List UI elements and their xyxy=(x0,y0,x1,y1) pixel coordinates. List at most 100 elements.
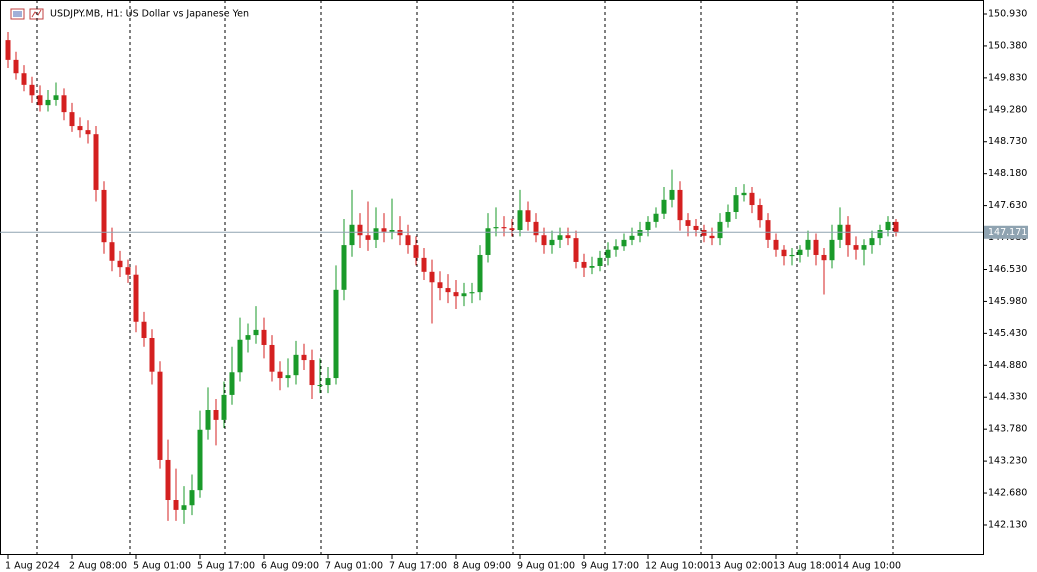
x-tick-label: 8 Aug 09:00 xyxy=(453,561,511,572)
candle-body xyxy=(309,360,315,386)
candle-body xyxy=(373,228,379,240)
candle-body xyxy=(197,429,203,491)
candle-body xyxy=(205,410,211,430)
candle-body xyxy=(797,249,803,255)
x-tick-label: 6 Aug 09:00 xyxy=(261,561,319,572)
candle-body xyxy=(885,221,891,231)
candle-body xyxy=(789,254,795,257)
x-tick-label: 13 Aug 18:00 xyxy=(773,561,837,572)
candle-body xyxy=(269,344,275,372)
candle-body xyxy=(669,189,675,200)
candle-body xyxy=(597,257,603,267)
candle-body xyxy=(829,239,835,261)
candle-body xyxy=(701,230,707,236)
candle-body xyxy=(749,192,755,206)
candle-body xyxy=(141,321,147,339)
candle-body xyxy=(125,267,131,275)
candle-body xyxy=(181,505,187,510)
candle-body xyxy=(813,239,819,255)
candle-body xyxy=(173,500,179,510)
candle-body xyxy=(77,126,83,131)
candle-body xyxy=(133,274,139,322)
candle-body xyxy=(765,220,771,240)
candle-body xyxy=(781,249,787,257)
candle-body xyxy=(637,230,643,236)
candle-body xyxy=(157,371,163,460)
candle-body xyxy=(629,235,635,240)
candle-body xyxy=(821,254,827,261)
candle-body xyxy=(517,210,523,231)
candle-body xyxy=(685,220,691,226)
y-tick-label: 145.980 xyxy=(988,296,1027,307)
y-tick-label: 144.330 xyxy=(988,392,1027,403)
y-tick-label: 144.880 xyxy=(988,360,1027,371)
candle-body xyxy=(805,239,811,250)
x-tick-label: 5 Aug 01:00 xyxy=(133,561,191,572)
candle-body xyxy=(229,372,235,395)
candle-body xyxy=(381,228,387,232)
candle-body xyxy=(525,210,531,222)
candle-body xyxy=(365,235,371,240)
candle-body xyxy=(421,257,427,272)
candle-body xyxy=(317,385,323,387)
candle-body xyxy=(405,235,411,246)
candle-body xyxy=(501,227,507,229)
candle-body xyxy=(85,130,91,135)
x-tick-label: 2 Aug 08:00 xyxy=(69,561,127,572)
candle-body xyxy=(741,192,747,196)
candle-body xyxy=(509,228,515,231)
candle-body xyxy=(469,292,475,294)
price-label: 147.171 xyxy=(988,227,1027,238)
x-tick-label: 13 Aug 02:00 xyxy=(709,561,773,572)
candle-body xyxy=(477,254,483,293)
candle-body xyxy=(285,375,291,379)
candle-body xyxy=(605,249,611,258)
y-tick-label: 149.280 xyxy=(988,104,1027,115)
candle-body xyxy=(69,112,75,127)
candle-body xyxy=(301,354,307,361)
y-tick-label: 143.230 xyxy=(988,456,1027,467)
y-tick-label: 143.780 xyxy=(988,424,1027,435)
candle-body xyxy=(845,224,851,246)
candle-body xyxy=(653,213,659,222)
candle-body xyxy=(277,371,283,379)
y-tick-label: 148.730 xyxy=(988,136,1027,147)
candle-body xyxy=(757,205,763,221)
x-tick-label: 1 Aug 2024 xyxy=(5,561,60,572)
candle-body xyxy=(333,289,339,379)
y-tick-label: 142.130 xyxy=(988,519,1027,530)
candle-body xyxy=(437,282,443,289)
candle-body xyxy=(261,329,267,345)
candle-body xyxy=(37,95,43,106)
candle-body xyxy=(213,410,219,420)
candle-body xyxy=(325,378,331,386)
candle-body xyxy=(429,271,435,283)
candle-body xyxy=(589,266,595,268)
price-label-box xyxy=(984,225,1028,239)
candle-body xyxy=(773,239,779,250)
x-tick-label: 9 Aug 17:00 xyxy=(581,561,639,572)
candle-body xyxy=(621,239,627,247)
candle-body xyxy=(453,292,459,297)
candle-body xyxy=(581,261,587,268)
candle-body xyxy=(541,235,547,246)
plot-frame xyxy=(0,0,984,555)
candle-body xyxy=(253,329,259,336)
candle-body xyxy=(13,59,19,74)
candle-body xyxy=(117,260,123,268)
x-tick-label: 14 Aug 10:00 xyxy=(837,561,901,572)
candle-body xyxy=(61,95,67,113)
candle-body xyxy=(613,246,619,250)
candle-body xyxy=(101,189,107,243)
x-tick-label: 9 Aug 01:00 xyxy=(517,561,575,572)
candle-body xyxy=(93,134,99,190)
candle-body xyxy=(413,245,419,258)
chart-title: USDJPY.MB, H1: US Dollar vs Japanese Yen xyxy=(50,9,249,20)
x-tick-label: 7 Aug 01:00 xyxy=(325,561,383,572)
candle-body xyxy=(45,99,51,106)
y-tick-label: 150.380 xyxy=(988,40,1027,51)
candle-body xyxy=(389,230,395,232)
y-tick-label: 148.180 xyxy=(988,168,1027,179)
